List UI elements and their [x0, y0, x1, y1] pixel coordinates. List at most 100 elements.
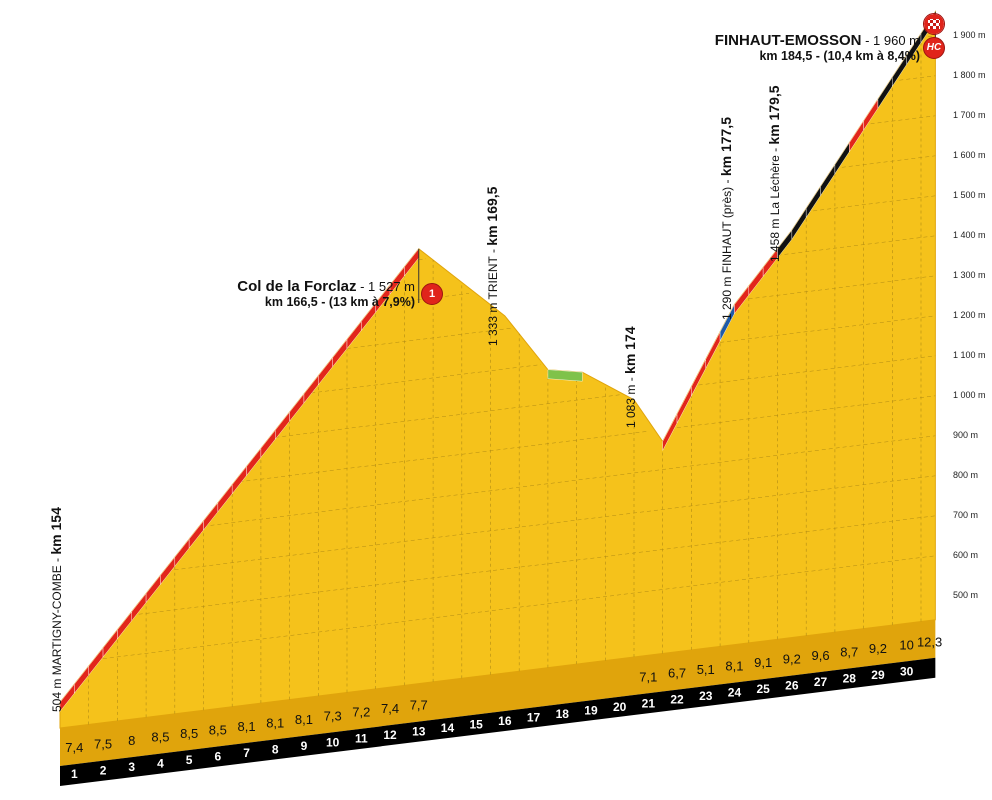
lechere-alt: 1 458 m	[768, 218, 782, 262]
terrain-layer	[59, 10, 936, 766]
altitude-tick-label: 1 900 m	[953, 29, 986, 40]
finhaut-km: km 177,5	[718, 117, 734, 177]
trient-name: TRIENT	[486, 256, 500, 300]
km-number-label: 19	[584, 703, 598, 717]
altitude-tick-label: 600 m	[953, 549, 979, 560]
category-1-badge: 1	[421, 283, 443, 305]
altitude-tick-label: 800 m	[953, 469, 979, 480]
trient-waypoint-label: 1 333 m TRIENT - km 169,5	[484, 186, 500, 346]
altitude-grid-line	[741, 275, 936, 300]
altitude-grid-line	[669, 395, 936, 429]
altitude-tick-label: 1 000 m	[953, 389, 986, 400]
km-number-label: 15	[469, 718, 483, 732]
forclaz-summit-label: Col de la Forclaz - 1 527 m km 166,5 - (…	[200, 279, 415, 310]
km-axis-strip	[60, 657, 936, 786]
altitude-tick-label: 500 m	[953, 589, 979, 600]
km-number-label: 14	[441, 721, 455, 735]
gradient-label: 9,1	[754, 655, 772, 670]
finhaut-emosson-altitude: - 1 960 m	[861, 33, 920, 48]
km-number-label: 20	[613, 700, 627, 714]
km-number-label: 29	[871, 668, 885, 682]
gradient-label: 8,1	[725, 659, 743, 674]
altitude-grid-line	[167, 475, 936, 571]
start-km: km 154	[48, 507, 64, 555]
forclaz-altitude: - 1 527 m	[356, 279, 415, 294]
km-number-label: 7	[243, 746, 250, 760]
km-number-label: 16	[498, 714, 512, 728]
gradient-label: 5,1	[697, 662, 715, 677]
base-layer: 1 7,4 2 7,5 3 8 4 8,5 5 8,5 6 8,5 7 8,1 8 8,1 9 8,1 10 7,3 1…	[60, 634, 942, 786]
gradient-label: 7,4	[65, 740, 83, 755]
altitude-tick-label: 900 m	[953, 429, 979, 440]
gradient-label: 8,5	[180, 726, 198, 741]
altitude-grid-line	[339, 327, 513, 350]
gradient-label: 8,1	[295, 712, 313, 727]
gradient-label: 9,2	[869, 641, 887, 656]
forclaz-detail: km 166,5 - (13 km à 7,9%)	[264, 295, 415, 309]
grid-layer	[88, 33, 936, 725]
lechere-name: La Léchère	[768, 155, 782, 216]
gradient-label: 7,1	[639, 669, 657, 684]
altitude-grid-line	[131, 515, 936, 616]
km-number-label: 12	[383, 728, 397, 742]
altitude-tick-label: 1 100 m	[953, 349, 986, 360]
km-number-label: 10	[326, 735, 340, 749]
lechere-km: km 179,5	[766, 85, 782, 145]
km-number-label: 24	[728, 686, 742, 700]
gradient-label: 6,7	[668, 666, 686, 681]
lechere-waypoint-label: 1 458 m La Léchère - km 179,5	[766, 85, 782, 262]
checkered-flag-icon	[923, 13, 945, 35]
altitude-grid-line	[311, 364, 541, 394]
terrain-area	[59, 10, 936, 729]
gradient-label: 8	[128, 733, 135, 748]
km174-waypoint-label: 1 083 m - km 174	[622, 326, 638, 428]
km-number-label: 11	[355, 732, 368, 746]
altitude-tick-label: 1 800 m	[953, 69, 986, 80]
km-number-label: 21	[642, 696, 656, 710]
forclaz-name: Col de la Forclaz	[237, 278, 357, 295]
gradient-label: 7,3	[324, 708, 342, 723]
altitude-tick-label: 1 600 m	[953, 149, 986, 160]
altitude-grid-line	[375, 293, 470, 306]
road-segment-flat	[547, 369, 583, 382]
altitude-grid-line	[275, 394, 620, 438]
start-name: MARTIGNY-COMBE	[50, 565, 64, 676]
km-number-label: 17	[527, 710, 541, 724]
gradient-label: 7,4	[381, 701, 399, 716]
altitude-tick-label: 1 200 m	[953, 309, 986, 320]
altitude-grid-line	[777, 235, 936, 256]
gradient-label: 10	[899, 637, 913, 652]
km-number-label: 30	[900, 664, 914, 678]
gradient-label: 12,3	[917, 634, 942, 649]
altitude-grid-line	[95, 555, 936, 660]
altitude-grid-line	[834, 155, 936, 169]
km174-alt: 1 083 m	[624, 384, 638, 428]
gradient-label: 7,7	[410, 698, 428, 713]
km-number-label: 9	[301, 739, 308, 753]
finhaut-emosson-name: FINHAUT-EMOSSON	[714, 32, 862, 49]
category-hc-badge: HC	[923, 37, 945, 59]
km-number-label: 8	[272, 742, 279, 756]
altitude-grid-line	[203, 435, 936, 527]
km-number-label: 18	[556, 707, 570, 721]
km-number-label: 2	[100, 764, 107, 778]
altitude-grid-line	[806, 195, 936, 212]
gradient-label: 7,2	[352, 705, 370, 720]
altitude-tick-label: 1 300 m	[953, 269, 986, 280]
altitude-tick-label: 1 700 m	[953, 109, 986, 120]
gradient-label: 8,5	[151, 730, 169, 745]
km-number-label: 26	[785, 679, 799, 693]
altitude-tick-label: 1 400 m	[953, 229, 986, 240]
km-number-label: 4	[157, 757, 164, 771]
altitude-grid-line	[720, 315, 936, 343]
gradient-label: 7,5	[94, 737, 112, 752]
start-waypoint-label: 504 m MARTIGNY-COMBE - km 154	[48, 507, 64, 712]
km-number-label: 3	[128, 760, 135, 774]
trient-alt: 1 333 m	[486, 302, 500, 346]
km-number-label: 13	[412, 725, 426, 739]
finhaut-name: FINHAUT (près)	[720, 186, 734, 274]
finhaut-waypoint-label: 1 290 m FINHAUT (près) - km 177,5	[718, 117, 734, 320]
km-number-label: 1	[71, 767, 78, 781]
finhaut-emosson-detail: km 184,5 - (10,4 km à 8,4%)	[759, 49, 920, 63]
